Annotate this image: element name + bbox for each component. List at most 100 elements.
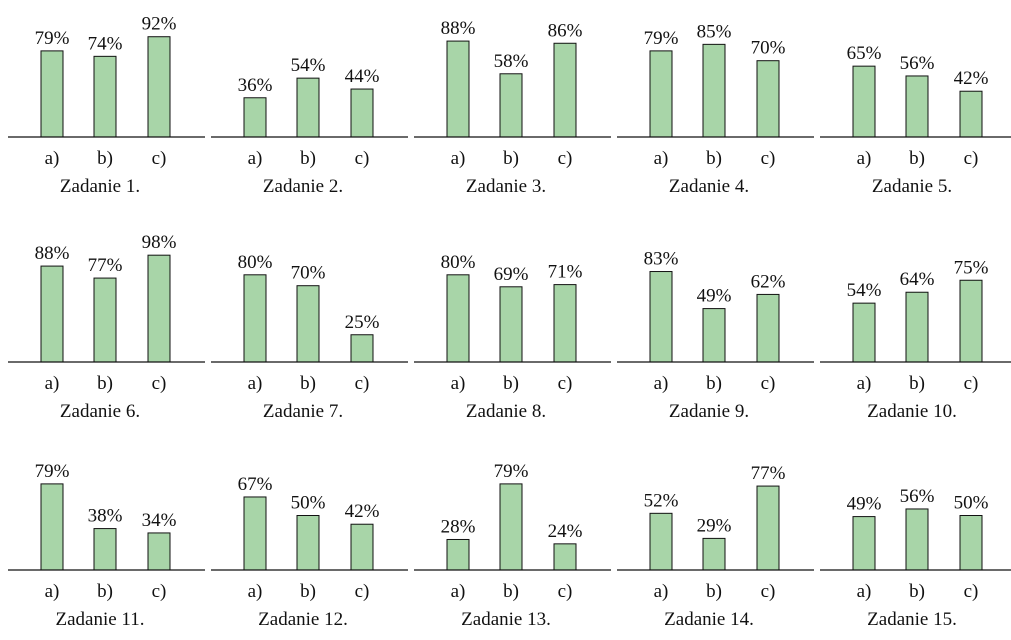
value-label: 88% bbox=[35, 243, 70, 264]
value-label: 79% bbox=[35, 461, 70, 482]
value-label: 54% bbox=[847, 280, 882, 301]
value-label: 38% bbox=[88, 506, 123, 527]
category-label: b) bbox=[503, 581, 519, 602]
value-label: 74% bbox=[88, 33, 123, 54]
category-label: c) bbox=[355, 373, 370, 394]
value-label: 49% bbox=[697, 286, 732, 307]
bar bbox=[243, 97, 267, 138]
value-label: 64% bbox=[900, 269, 935, 290]
bar bbox=[959, 90, 983, 138]
category-label: b) bbox=[300, 373, 316, 394]
category-label: b) bbox=[909, 581, 925, 602]
category-label: a) bbox=[451, 581, 466, 602]
bar bbox=[243, 274, 267, 363]
value-label: 29% bbox=[697, 515, 732, 536]
category-label: b) bbox=[706, 373, 722, 394]
bar bbox=[649, 512, 673, 571]
value-label: 42% bbox=[345, 501, 380, 522]
bar bbox=[446, 40, 470, 138]
value-label: 98% bbox=[142, 232, 177, 253]
category-label: c) bbox=[761, 581, 776, 602]
value-label: 56% bbox=[900, 486, 935, 507]
bar bbox=[93, 55, 117, 138]
value-label: 69% bbox=[494, 264, 529, 285]
bar bbox=[147, 532, 171, 571]
bar bbox=[350, 334, 374, 363]
chart-title: Zadanie 2. bbox=[263, 176, 343, 197]
category-label: c) bbox=[558, 581, 573, 602]
bar bbox=[756, 60, 780, 138]
bar bbox=[40, 483, 64, 571]
value-label: 50% bbox=[954, 493, 989, 514]
chart-title: Zadanie 13. bbox=[461, 609, 551, 630]
value-label: 58% bbox=[494, 51, 529, 72]
bar bbox=[243, 496, 267, 571]
bar bbox=[350, 523, 374, 571]
category-label: a) bbox=[248, 581, 263, 602]
bar bbox=[649, 271, 673, 363]
bar bbox=[959, 515, 983, 571]
category-label: b) bbox=[97, 373, 113, 394]
chart-title: Zadanie 8. bbox=[466, 401, 546, 422]
value-label: 44% bbox=[345, 66, 380, 87]
value-label: 49% bbox=[847, 494, 882, 515]
value-label: 71% bbox=[548, 262, 583, 283]
bar bbox=[296, 285, 320, 363]
bar bbox=[905, 75, 929, 138]
value-label: 86% bbox=[548, 20, 583, 41]
category-label: b) bbox=[300, 581, 316, 602]
category-label: a) bbox=[45, 373, 60, 394]
bar bbox=[756, 485, 780, 571]
bar bbox=[446, 274, 470, 363]
bar bbox=[553, 543, 577, 571]
bar bbox=[852, 516, 876, 571]
bar bbox=[702, 537, 726, 571]
category-label: c) bbox=[761, 373, 776, 394]
value-label: 85% bbox=[697, 21, 732, 42]
value-label: 79% bbox=[35, 28, 70, 49]
bar bbox=[852, 302, 876, 363]
category-label: b) bbox=[503, 373, 519, 394]
chart-title: Zadanie 7. bbox=[263, 401, 343, 422]
value-label: 80% bbox=[238, 252, 273, 273]
category-label: c) bbox=[761, 148, 776, 169]
value-label: 70% bbox=[751, 38, 786, 59]
value-label: 56% bbox=[900, 53, 935, 74]
chart-title: Zadanie 1. bbox=[60, 176, 140, 197]
bar bbox=[93, 277, 117, 363]
category-label: a) bbox=[248, 148, 263, 169]
category-label: c) bbox=[152, 373, 167, 394]
category-label: c) bbox=[355, 148, 370, 169]
value-label: 62% bbox=[751, 271, 786, 292]
value-label: 79% bbox=[494, 461, 529, 482]
bar bbox=[350, 88, 374, 138]
bar bbox=[499, 286, 523, 363]
value-label: 67% bbox=[238, 474, 273, 495]
value-label: 77% bbox=[88, 255, 123, 276]
value-label: 92% bbox=[142, 14, 177, 35]
chart-title: Zadanie 11. bbox=[56, 609, 145, 630]
bar bbox=[553, 42, 577, 138]
value-label: 52% bbox=[644, 490, 679, 511]
bar bbox=[905, 508, 929, 571]
value-label: 54% bbox=[291, 55, 326, 76]
bar bbox=[296, 515, 320, 571]
value-label: 75% bbox=[954, 257, 989, 278]
chart-title: Zadanie 4. bbox=[669, 176, 749, 197]
category-label: c) bbox=[152, 581, 167, 602]
value-label: 79% bbox=[644, 28, 679, 49]
bar bbox=[959, 279, 983, 363]
category-label: a) bbox=[857, 373, 872, 394]
bar bbox=[702, 308, 726, 363]
bar bbox=[756, 293, 780, 363]
bar bbox=[40, 50, 64, 138]
category-label: c) bbox=[964, 581, 979, 602]
category-label: b) bbox=[97, 148, 113, 169]
category-label: a) bbox=[451, 373, 466, 394]
value-label: 25% bbox=[345, 312, 380, 333]
bar bbox=[147, 36, 171, 138]
category-label: a) bbox=[654, 581, 669, 602]
bar bbox=[296, 77, 320, 138]
